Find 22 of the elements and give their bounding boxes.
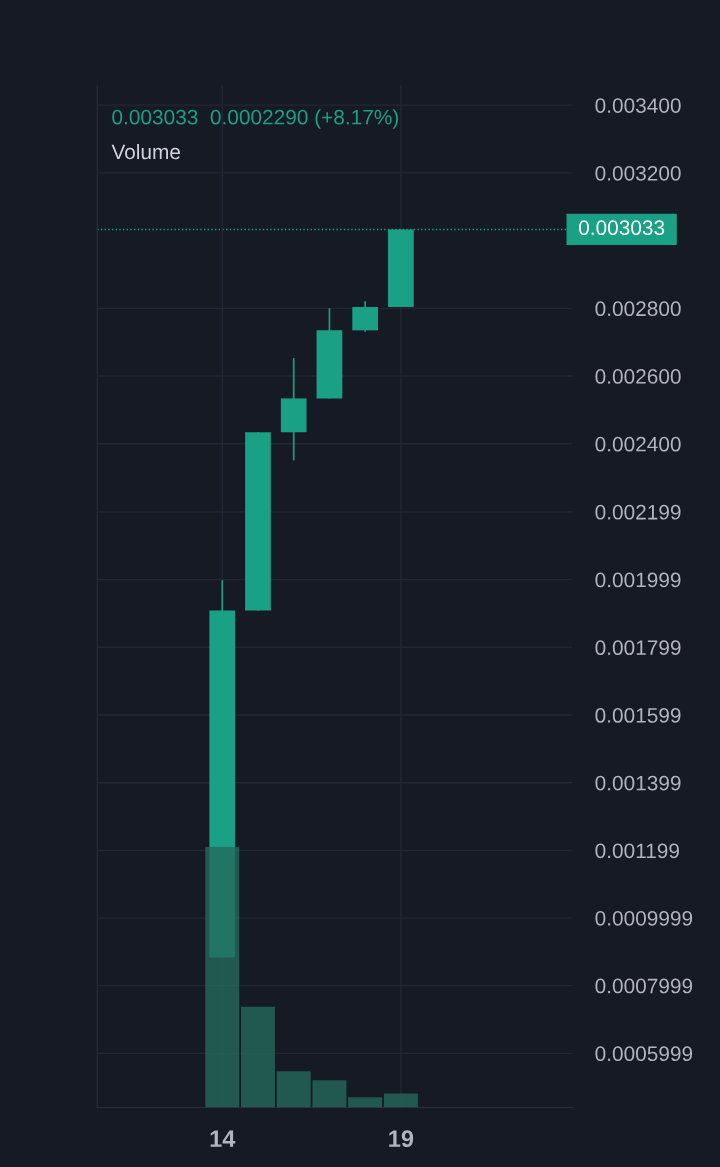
annotation: Volume	[111, 143, 181, 160]
y-tick-label: 0.001999	[595, 572, 681, 588]
y-tick-label: 0.001599	[595, 708, 681, 723]
y-tick-label: 0.0007999	[595, 978, 693, 994]
x-tick-label: 19	[389, 1130, 414, 1148]
ref-line-label: 0.003033	[579, 220, 665, 236]
y-tick-label: 0.002400	[595, 436, 681, 452]
y-tick-label: 0.002800	[595, 301, 681, 317]
y-tick-label: 0.002600	[595, 369, 681, 384]
y-tick-label: 0.001199	[595, 843, 679, 859]
bar	[241, 1006, 275, 1108]
y-tick-label: 0.0005999	[595, 1046, 693, 1062]
x-tick-label: 14	[210, 1130, 236, 1147]
y-tick-label: 0.003200	[595, 165, 681, 181]
y-tick-label: 0.002199	[595, 504, 681, 520]
y-tick-label: 0.003400	[595, 98, 681, 113]
bar	[348, 1097, 383, 1108]
y-tick-label: 0.0009999	[595, 910, 693, 926]
bar	[383, 1093, 418, 1108]
text: 0.003033 0.0002290 (+8.17%)	[112, 109, 399, 129]
y-tick-label: 0.001399	[595, 775, 681, 791]
y-tick-label: 0.001799	[595, 640, 681, 656]
